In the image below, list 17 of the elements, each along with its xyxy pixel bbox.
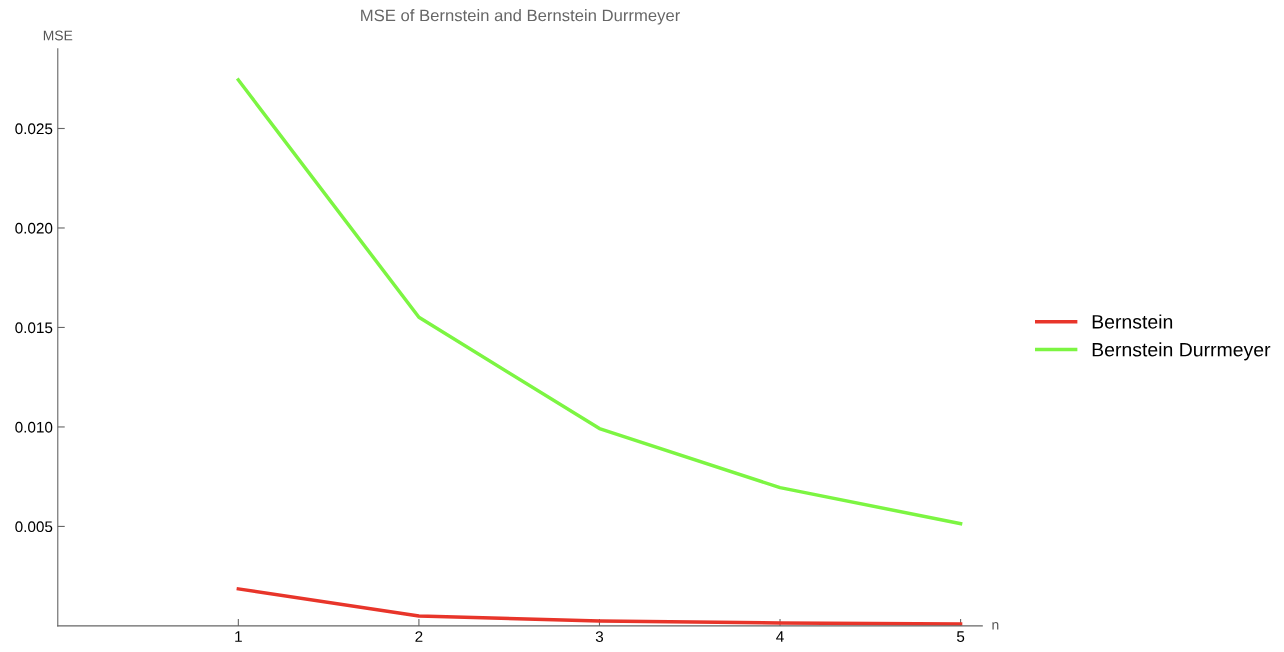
line-series xyxy=(236,587,963,626)
x-tick-label: 3 xyxy=(595,631,604,642)
y-tick-label: 0.005 xyxy=(15,521,53,533)
legend-label: Bernstein xyxy=(1092,314,1173,329)
legend-label: Bernstein Durrmeyer xyxy=(1092,342,1271,361)
line-series xyxy=(236,78,963,526)
x-tick-label: 5 xyxy=(956,631,965,642)
y-tick-label: 0.015 xyxy=(15,322,53,334)
y-tick-label: 0.025 xyxy=(15,123,53,135)
y-tick-label: 0.010 xyxy=(15,421,53,433)
x-axis-title: n xyxy=(992,622,999,630)
y-axis-title: MSE xyxy=(43,30,73,41)
x-tick-label: 4 xyxy=(776,631,784,642)
x-tick-label: 1 xyxy=(235,631,242,642)
chart-title: MSE of Bernstein and Bernstein Durrmeyer xyxy=(361,9,681,25)
x-tick-label: 2 xyxy=(415,631,423,642)
y-tick-label: 0.020 xyxy=(15,222,53,234)
